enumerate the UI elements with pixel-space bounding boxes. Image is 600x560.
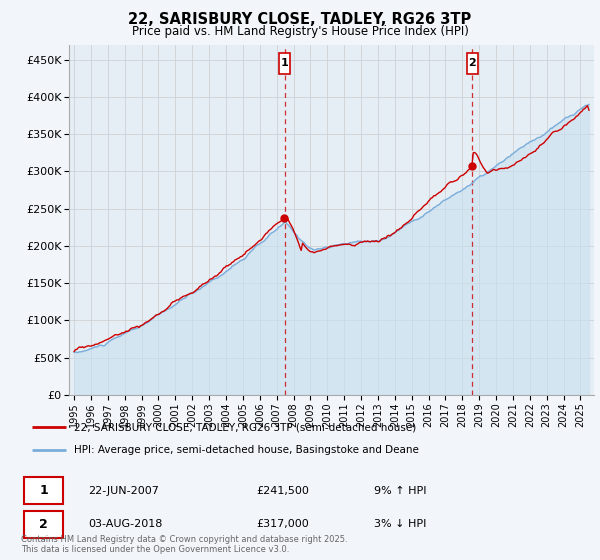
Text: 9% ↑ HPI: 9% ↑ HPI [374,486,427,496]
Text: Price paid vs. HM Land Registry's House Price Index (HPI): Price paid vs. HM Land Registry's House … [131,25,469,38]
Text: Contains HM Land Registry data © Crown copyright and database right 2025.: Contains HM Land Registry data © Crown c… [21,535,347,544]
Text: £241,500: £241,500 [257,486,310,496]
Text: 22, SARISBURY CLOSE, TADLEY, RG26 3TP (semi-detached house): 22, SARISBURY CLOSE, TADLEY, RG26 3TP (s… [74,422,416,432]
Text: 03-AUG-2018: 03-AUG-2018 [88,520,163,529]
FancyBboxPatch shape [467,53,478,74]
Text: 2: 2 [468,58,476,68]
FancyBboxPatch shape [279,53,290,74]
Text: 22-JUN-2007: 22-JUN-2007 [88,486,159,496]
Text: 22, SARISBURY CLOSE, TADLEY, RG26 3TP: 22, SARISBURY CLOSE, TADLEY, RG26 3TP [128,12,472,27]
Text: This data is licensed under the Open Government Licence v3.0.: This data is licensed under the Open Gov… [21,545,289,554]
Text: HPI: Average price, semi-detached house, Basingstoke and Deane: HPI: Average price, semi-detached house,… [74,445,419,455]
Text: £317,000: £317,000 [257,520,310,529]
FancyBboxPatch shape [24,511,63,538]
Text: 1: 1 [281,58,289,68]
Text: 3% ↓ HPI: 3% ↓ HPI [374,520,427,529]
FancyBboxPatch shape [24,478,63,504]
Text: 2: 2 [39,518,48,531]
Text: 1: 1 [39,484,48,497]
